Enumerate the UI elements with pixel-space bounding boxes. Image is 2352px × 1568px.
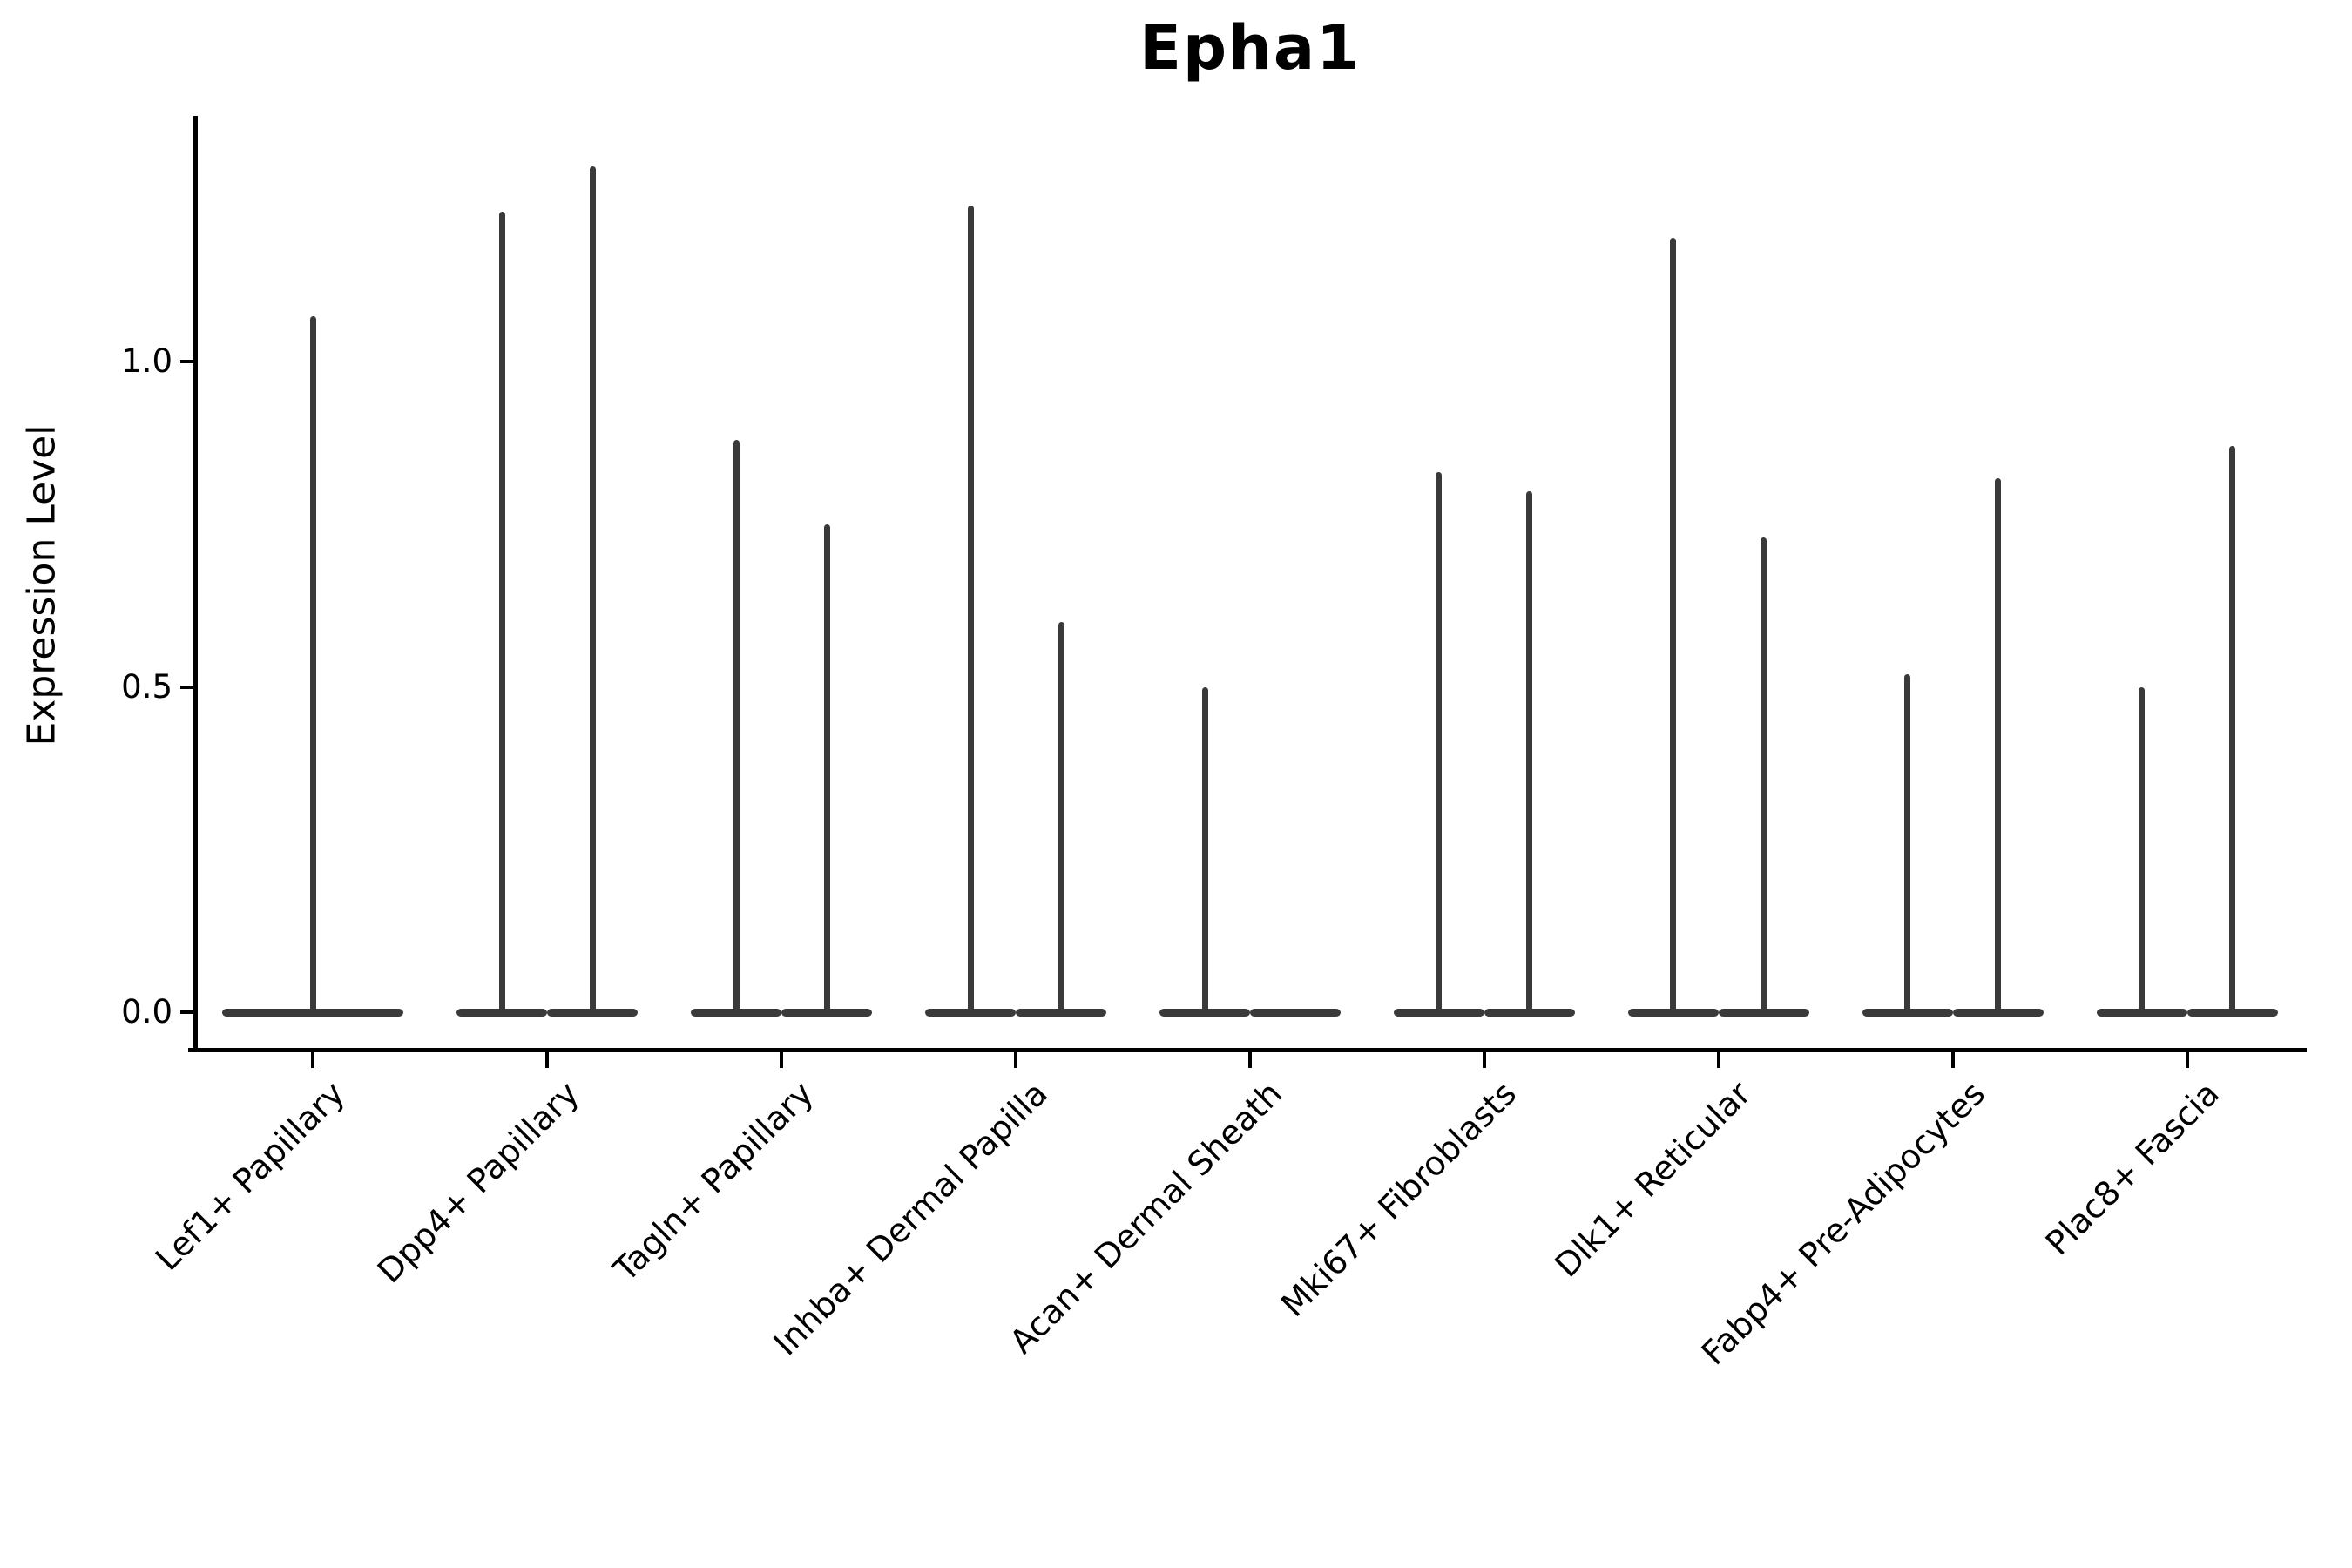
- violin-spike: [2139, 686, 2146, 1016]
- x-tick-label: Mki67+ Fibroblasts: [1273, 1074, 1524, 1325]
- x-tick-label: Lef1+ Papillary: [148, 1074, 353, 1279]
- violin-spike: [1904, 673, 1911, 1016]
- y-tick-label: 0.0: [121, 993, 172, 1031]
- violin-spike: [733, 439, 740, 1016]
- x-tick-mark: [311, 1052, 315, 1068]
- x-tick-mark: [1482, 1052, 1486, 1068]
- x-tick-mark: [1248, 1052, 1252, 1068]
- chart-title: Epha1: [1139, 12, 1361, 84]
- x-tick-label: Acan+ Dermal Sheath: [1002, 1074, 1290, 1362]
- x-tick-mark: [1950, 1052, 1955, 1068]
- x-tick-label: Inhba+ Dermal Papilla: [766, 1074, 1056, 1363]
- violin-spike: [1995, 478, 2002, 1016]
- x-tick-mark: [780, 1052, 784, 1068]
- x-tick-mark: [1014, 1052, 1018, 1068]
- x-axis-spine: [188, 1048, 2307, 1052]
- y-tick-mark: [180, 685, 196, 689]
- violin-spike: [823, 524, 830, 1016]
- x-tick-mark: [2185, 1052, 2189, 1068]
- y-tick-mark: [180, 1010, 196, 1014]
- y-tick-label: 1.0: [121, 342, 172, 380]
- violin-spike: [967, 205, 974, 1016]
- violin-spike: [1670, 238, 1677, 1016]
- y-axis-spine: [193, 116, 198, 1052]
- violin-spike: [1201, 686, 1208, 1016]
- violin-spike: [1526, 491, 1533, 1016]
- x-tick-label: Tagln+ Papillary: [605, 1074, 821, 1289]
- violin-spike: [498, 212, 505, 1016]
- x-tick-label: Dpp4+ Papillary: [370, 1074, 587, 1291]
- x-tick-label: Fabp4+ Pre-Adipocytes: [1693, 1074, 1992, 1373]
- violin-spike: [1058, 621, 1064, 1016]
- violin-spike: [1761, 537, 1767, 1016]
- x-tick-mark: [545, 1052, 550, 1068]
- y-tick-mark: [180, 360, 196, 363]
- x-tick-label: Dlk1+ Reticular: [1547, 1074, 1758, 1285]
- violin-spike: [309, 315, 316, 1016]
- x-tick-label: Plac8+ Fascia: [2038, 1074, 2227, 1263]
- y-tick-label: 0.5: [121, 667, 172, 706]
- x-tick-mark: [1716, 1052, 1720, 1068]
- violin-spike: [589, 166, 596, 1016]
- violin-spike: [2229, 446, 2236, 1016]
- violin-base: [1250, 1009, 1341, 1017]
- violin-spike: [1436, 471, 1443, 1016]
